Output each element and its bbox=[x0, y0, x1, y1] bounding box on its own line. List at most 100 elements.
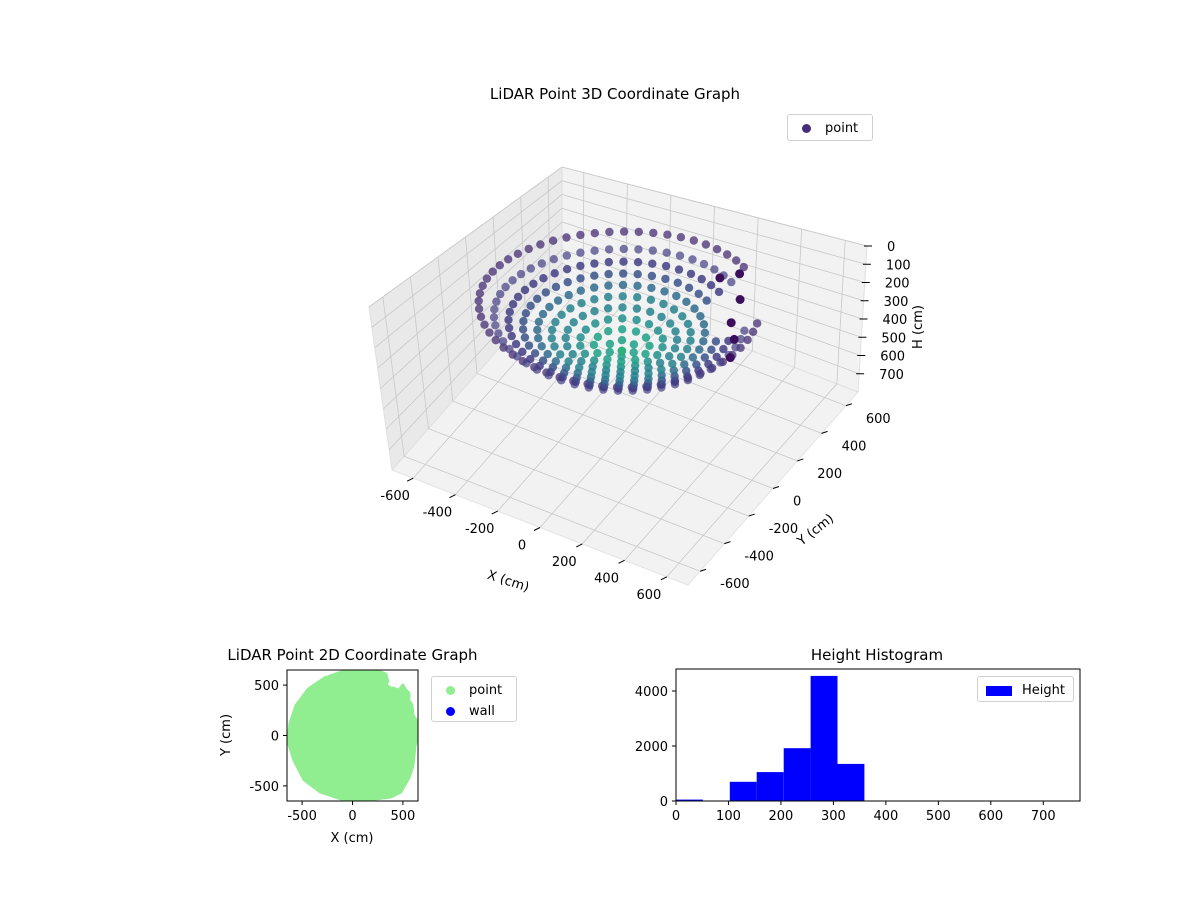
data-point bbox=[646, 307, 655, 316]
grid-line-z bbox=[380, 221, 863, 389]
x-tick-label: 700 bbox=[1031, 809, 1056, 824]
x-tick-label: 500 bbox=[390, 809, 415, 824]
data-point bbox=[605, 227, 614, 237]
x-tick-label: 600 bbox=[978, 809, 1003, 824]
data-point bbox=[604, 257, 613, 267]
data-point bbox=[699, 320, 709, 329]
data-point bbox=[699, 259, 709, 269]
data-point bbox=[604, 245, 614, 254]
data-point bbox=[551, 317, 560, 327]
data-point bbox=[643, 357, 652, 366]
x-tick-label: 400 bbox=[873, 809, 898, 824]
data-point bbox=[683, 344, 692, 354]
x-tick-mark bbox=[660, 576, 668, 581]
data-point bbox=[669, 305, 679, 314]
data-point bbox=[686, 336, 695, 345]
x-tick-label: 200 bbox=[552, 555, 577, 570]
data-point bbox=[526, 301, 535, 310]
data-point bbox=[633, 270, 642, 279]
chart-3d-ylabel: Y (cm) bbox=[794, 511, 837, 549]
grid-line-x bbox=[455, 183, 628, 495]
x-tick-label: 300 bbox=[821, 809, 846, 824]
data-point bbox=[488, 267, 497, 276]
data-point-outlier bbox=[715, 273, 725, 283]
data-point bbox=[663, 230, 672, 239]
data-point bbox=[551, 282, 561, 292]
legend-entry-point: point bbox=[796, 118, 864, 139]
chart-3d: -600-400-2000200400600-600-400-200020040… bbox=[368, 166, 926, 603]
data-point bbox=[505, 344, 514, 354]
chart-3d-zlabel: H (cm) bbox=[911, 305, 926, 349]
z-tick-label: 300 bbox=[884, 295, 909, 310]
data-point bbox=[684, 283, 694, 292]
data-point bbox=[671, 327, 680, 336]
data-point bbox=[683, 319, 693, 329]
data-point bbox=[714, 287, 724, 297]
data-point bbox=[543, 349, 552, 359]
data-point bbox=[688, 353, 698, 362]
data-point bbox=[590, 307, 599, 316]
data-point bbox=[753, 319, 762, 328]
data-point bbox=[564, 290, 573, 300]
data-point bbox=[706, 281, 716, 290]
data-point bbox=[633, 258, 643, 267]
data-point bbox=[711, 337, 721, 346]
data-point bbox=[657, 312, 666, 322]
x-tick-label: 600 bbox=[636, 588, 661, 603]
data-point bbox=[634, 227, 643, 237]
data-point bbox=[563, 325, 573, 334]
data-point bbox=[577, 299, 586, 308]
data-point bbox=[480, 320, 489, 329]
data-point bbox=[590, 229, 599, 238]
data-point bbox=[553, 296, 563, 305]
data-point bbox=[593, 348, 602, 358]
chart-2d-ticks: -500 0 500 -500 0 500 bbox=[249, 679, 415, 824]
data-point bbox=[668, 359, 677, 368]
y-tick-label: 2000 bbox=[635, 740, 668, 755]
data-point bbox=[474, 304, 484, 313]
data-point bbox=[534, 317, 544, 326]
x-tick-label: 200 bbox=[769, 809, 794, 824]
grid-line-x bbox=[624, 229, 803, 561]
data-point bbox=[676, 233, 686, 242]
data-point bbox=[495, 261, 504, 270]
data-point bbox=[537, 342, 546, 351]
y-tick-label: 600 bbox=[866, 412, 891, 427]
data-point bbox=[678, 312, 687, 321]
data-point bbox=[732, 256, 741, 265]
data-point bbox=[521, 309, 531, 318]
x-tick-label: 100 bbox=[716, 809, 741, 824]
data-point bbox=[661, 274, 670, 284]
data-point bbox=[696, 312, 705, 321]
data-point bbox=[644, 320, 654, 329]
y-tick-mark bbox=[821, 430, 828, 434]
data-point bbox=[478, 281, 487, 290]
histogram-bars bbox=[676, 675, 865, 802]
data-point bbox=[695, 345, 704, 354]
data-point bbox=[680, 360, 689, 369]
data-point bbox=[604, 327, 613, 336]
data-point bbox=[539, 274, 548, 283]
x-tick-mark bbox=[533, 527, 541, 531]
data-point bbox=[524, 341, 534, 350]
z-tick-label: 200 bbox=[885, 277, 910, 292]
data-point bbox=[556, 350, 565, 359]
data-point bbox=[529, 279, 538, 288]
data-point bbox=[707, 345, 716, 354]
grid-line-z bbox=[371, 180, 866, 328]
chart-2d-frame bbox=[286, 669, 419, 802]
data-point bbox=[688, 255, 697, 264]
y-tick-label: 500 bbox=[254, 679, 279, 694]
data-point bbox=[675, 251, 685, 260]
data-point bbox=[641, 333, 651, 342]
y-tick-label: 0 bbox=[660, 795, 668, 810]
z-tick-label: 400 bbox=[883, 313, 908, 328]
histogram-bar bbox=[676, 799, 703, 801]
data-point bbox=[566, 304, 575, 313]
data-point bbox=[672, 291, 681, 301]
data-point bbox=[504, 323, 514, 333]
x-tick-label: 400 bbox=[594, 571, 619, 586]
data-point bbox=[618, 303, 627, 312]
data-point bbox=[631, 327, 641, 336]
grid-line-x bbox=[666, 240, 846, 578]
